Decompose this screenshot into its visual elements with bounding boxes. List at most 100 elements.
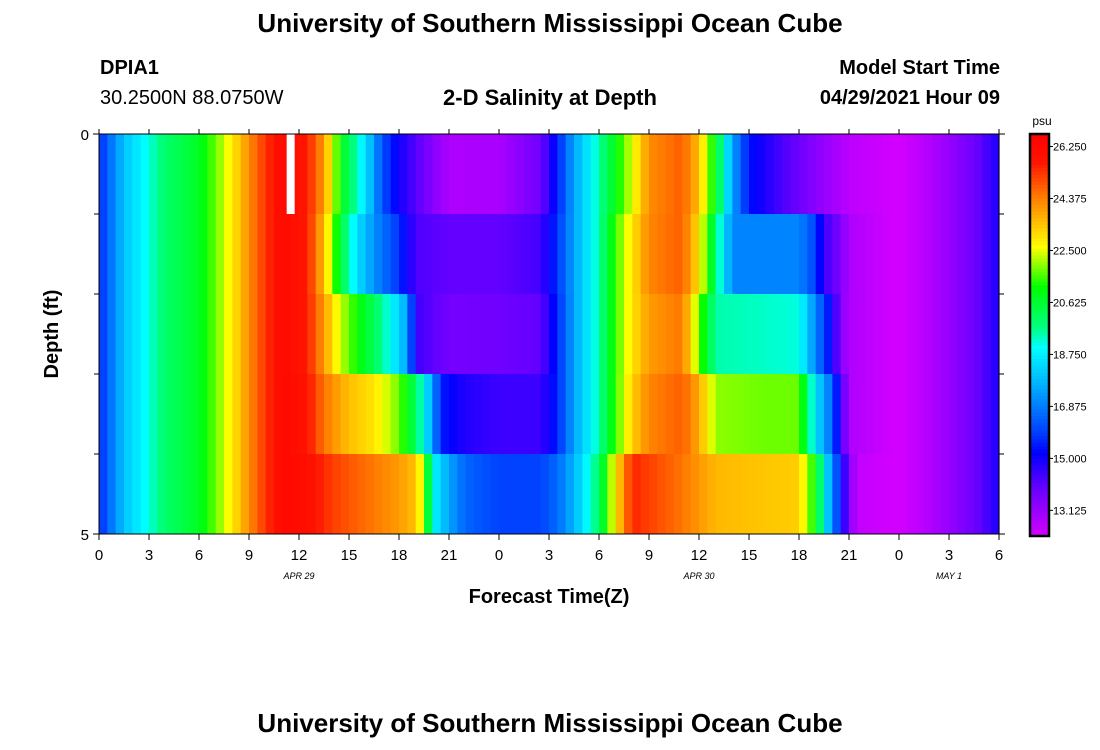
heatmap-cell	[265, 214, 275, 294]
heatmap-cell	[424, 294, 433, 374]
colorbar-segment	[1030, 257, 1049, 262]
heatmap-cell	[382, 454, 392, 534]
heatmap-cell	[674, 374, 683, 454]
heatmap-cell	[624, 134, 633, 214]
heatmap-cell	[457, 454, 467, 534]
colorbar-segment	[1030, 385, 1049, 390]
heatmap-cell	[699, 454, 708, 534]
heatmap-cell	[390, 214, 400, 294]
y-axis-label: Depth (ft)	[41, 290, 63, 379]
colorbar-segment	[1030, 412, 1049, 416]
heatmap-cell	[765, 134, 775, 214]
heatmap-cell	[199, 214, 208, 294]
heatmap-cell	[107, 134, 117, 214]
colorbar-segment	[1030, 345, 1049, 349]
heatmap-cell	[715, 374, 725, 454]
heatmap-cell	[190, 454, 200, 534]
colorbar-segment	[1030, 154, 1049, 159]
heatmap-cell	[665, 294, 675, 374]
colorbar-segment	[1030, 261, 1049, 266]
heatmap-cell	[107, 374, 117, 454]
heatmap-cell	[299, 134, 308, 214]
colorbar-tick-label: 16.875	[1053, 401, 1087, 413]
colorbar-segment	[1030, 174, 1049, 179]
heatmap-cell	[149, 374, 158, 454]
heatmap-cell	[515, 374, 525, 454]
heatmap-cell	[549, 214, 558, 294]
heatmap-cell	[407, 134, 417, 214]
heatmap-cell	[707, 374, 717, 454]
colorbar-segment	[1030, 304, 1049, 309]
heatmap-cell	[240, 294, 250, 374]
heatmap-cell	[365, 294, 375, 374]
heatmap-cell	[532, 374, 542, 454]
heatmap-cell	[807, 374, 817, 454]
colorbar-segment	[1030, 355, 1049, 360]
heatmap-cell	[599, 454, 608, 534]
heatmap-cell	[424, 214, 433, 294]
heatmap-cell	[682, 134, 692, 214]
heatmap-cell	[924, 134, 933, 214]
heatmap-cell	[157, 294, 167, 374]
heatmap-cell	[232, 294, 242, 374]
heatmap-cell	[599, 214, 608, 294]
colorbar-segment	[1030, 438, 1049, 443]
heatmap-cell	[365, 134, 375, 214]
colorbar-segment	[1030, 515, 1049, 520]
heatmap-cell	[699, 134, 708, 214]
heatmap-cell	[757, 454, 767, 534]
heatmap-cell	[382, 294, 392, 374]
heatmap-cell	[132, 374, 142, 454]
heatmap-cell	[324, 294, 333, 374]
heatmap-cell	[115, 294, 125, 374]
heatmap-cell	[257, 374, 267, 454]
heatmap-cell	[824, 134, 833, 214]
heatmap-cell	[474, 214, 483, 294]
heatmap-cell	[324, 134, 333, 214]
heatmap-cell	[940, 294, 950, 374]
heatmap-cell	[699, 374, 708, 454]
heatmap-cell	[140, 454, 150, 534]
heatmap-cell	[249, 454, 258, 534]
heatmap-cell	[490, 454, 500, 534]
heatmap-cell	[799, 374, 808, 454]
colorbar-segment	[1030, 291, 1049, 296]
heatmap-cell	[307, 374, 317, 454]
heatmap-cell	[374, 134, 383, 214]
heatmap-cell	[715, 454, 725, 534]
heatmap-cell	[874, 454, 883, 534]
colorbar-segment	[1030, 469, 1049, 473]
heatmap-cell	[132, 294, 142, 374]
heatmap-cell	[882, 294, 892, 374]
heatmap-cell	[982, 454, 992, 534]
colorbar-segment	[1030, 462, 1049, 467]
heatmap-cell	[840, 214, 850, 294]
heatmap-cell	[149, 214, 158, 294]
heatmap-cell	[799, 454, 808, 534]
heatmap-cell	[207, 294, 217, 374]
heatmap-cell	[432, 134, 442, 214]
heatmap-cell	[557, 214, 567, 294]
heatmap-cell	[649, 294, 658, 374]
heatmap-cell	[707, 134, 717, 214]
heatmap-cell	[432, 454, 442, 534]
heatmap-cell	[690, 134, 700, 214]
heatmap-cell	[599, 374, 608, 454]
heatmap-cell	[165, 214, 175, 294]
heatmap-cell	[299, 374, 308, 454]
heatmap-cell	[299, 454, 308, 534]
heatmap-cell	[240, 134, 250, 214]
heatmap-cell	[432, 374, 442, 454]
heatmap-cell	[907, 134, 917, 214]
heatmap-cell	[924, 374, 933, 454]
heatmap-cell	[840, 374, 850, 454]
x-tick-label: 3	[145, 547, 153, 564]
heatmap-cell	[657, 134, 667, 214]
colorbar-segment	[1030, 251, 1049, 256]
heatmap-cell	[399, 134, 408, 214]
heatmap-cell	[949, 214, 958, 294]
colorbar-segment	[1030, 395, 1049, 400]
heatmap-cell	[782, 214, 792, 294]
heatmap-cell	[732, 374, 742, 454]
heatmap-cell	[840, 134, 850, 214]
